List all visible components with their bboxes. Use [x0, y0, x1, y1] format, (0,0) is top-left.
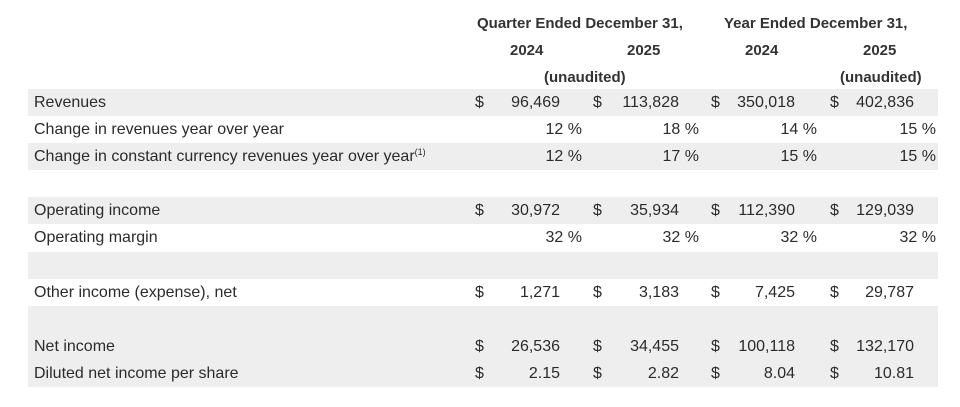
q2025-value: 35,934 — [630, 202, 679, 219]
y2025-value: 15 % — [899, 148, 936, 165]
row-label: Change in revenues year over year — [34, 121, 284, 138]
q2025-value: 113,828 — [622, 94, 679, 111]
q2024-value: 30,972 — [511, 202, 560, 219]
q2024-value: 32 % — [545, 229, 582, 246]
year-2024-header: 2024 — [745, 42, 779, 59]
row-label: Operating income — [34, 202, 161, 219]
q2025-value: 2.82 — [647, 365, 679, 382]
q2025-value: 17 % — [662, 148, 699, 165]
quarter-unaudited-label: (unaudited) — [544, 69, 626, 86]
q2024-value: 2.15 — [528, 365, 560, 382]
q2024-value: 12 % — [545, 148, 582, 165]
q2025-value: 3,183 — [638, 284, 679, 301]
dollar-sign: $ — [475, 365, 484, 382]
q2024-value: 26,536 — [511, 338, 560, 355]
y2024-value: 15 % — [780, 148, 817, 165]
dollar-sign: $ — [830, 202, 839, 219]
quarter-2024-header: 2024 — [510, 42, 544, 59]
y2025-value: 10.81 — [873, 365, 914, 382]
spacer-row — [28, 306, 938, 333]
y2025-value: 129,039 — [856, 202, 914, 219]
dollar-sign: $ — [830, 338, 839, 355]
dollar-sign: $ — [593, 338, 602, 355]
change-revenues-row: Change in revenues year over year 12 % 1… — [28, 116, 938, 143]
dollar-sign: $ — [711, 202, 720, 219]
dollar-sign: $ — [475, 284, 484, 301]
y2025-value: 15 % — [899, 121, 936, 138]
dollar-sign: $ — [475, 202, 484, 219]
dollar-sign: $ — [593, 202, 602, 219]
y2024-value: 112,390 — [738, 202, 795, 219]
row-label: Revenues — [34, 94, 107, 111]
footnote-marker: (1) — [414, 147, 426, 157]
y2024-value: 350,018 — [737, 94, 795, 111]
y2024-value: 8.04 — [763, 365, 795, 382]
y2025-value: 402,836 — [856, 94, 914, 111]
revenues-row: Revenues $ 96,469 $ 113,828 $ 350,018 $ … — [28, 89, 938, 116]
q2025-value: 34,455 — [630, 338, 679, 355]
row-label: Diluted net income per share — [34, 365, 239, 382]
dollar-sign: $ — [830, 94, 839, 111]
spacer-row — [28, 252, 938, 279]
q2024-value: 1,271 — [519, 284, 560, 301]
q2024-value: 96,469 — [511, 94, 560, 111]
year-2025-header: 2025 — [863, 42, 897, 59]
dollar-sign: $ — [475, 338, 484, 355]
y2025-value: 29,787 — [865, 284, 914, 301]
y2024-value: 14 % — [780, 121, 817, 138]
quarter-2025-header: 2025 — [627, 42, 661, 59]
y2024-value: 7,425 — [754, 284, 795, 301]
dollar-sign: $ — [711, 365, 720, 382]
q2025-value: 18 % — [662, 121, 699, 138]
quarter-ended-header: Quarter Ended December 31, — [477, 15, 683, 32]
other-income-row: Other income (expense), net $ 1,271 $ 3,… — [28, 279, 938, 306]
y2024-value: 32 % — [780, 229, 817, 246]
diluted-eps-row: Diluted net income per share $ 2.15 $ 2.… — [28, 360, 938, 387]
dollar-sign: $ — [593, 365, 602, 382]
dollar-sign: $ — [830, 284, 839, 301]
dollar-sign: $ — [711, 94, 720, 111]
dollar-sign: $ — [593, 284, 602, 301]
row-label: Net income — [34, 338, 115, 355]
row-label: Operating margin — [34, 229, 158, 246]
operating-income-row: Operating income $ 30,972 $ 35,934 $ 112… — [28, 197, 938, 224]
q2024-value: 12 % — [545, 121, 582, 138]
row-label: Change in constant currency revenues yea… — [34, 147, 426, 165]
dollar-sign: $ — [830, 365, 839, 382]
q2025-value: 32 % — [662, 229, 699, 246]
dollar-sign: $ — [475, 94, 484, 111]
dollar-sign: $ — [711, 338, 720, 355]
operating-margin-row: Operating margin 32 % 32 % 32 % 32 % — [28, 224, 938, 251]
dollar-sign: $ — [711, 284, 720, 301]
year-ended-header: Year Ended December 31, — [724, 15, 908, 32]
net-income-row: Net income $ 26,536 $ 34,455 $ 100,118 $… — [28, 333, 938, 360]
y2025-value: 32 % — [899, 229, 936, 246]
row-label: Other income (expense), net — [34, 284, 237, 301]
y2025-value: 132,170 — [856, 338, 914, 355]
y2024-value: 100,118 — [738, 338, 795, 355]
dollar-sign: $ — [593, 94, 602, 111]
year-unaudited-label: (unaudited) — [840, 69, 922, 86]
constant-currency-row: Change in constant currency revenues yea… — [28, 143, 938, 170]
